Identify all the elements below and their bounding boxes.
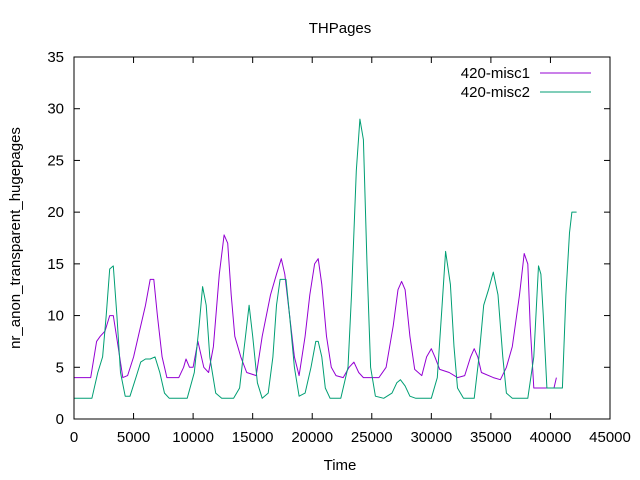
x-tick-label: 20000	[291, 429, 333, 446]
x-tick-label: 30000	[410, 429, 452, 446]
x-tick-label: 45000	[589, 429, 631, 446]
legend-label: 420-misc2	[461, 84, 530, 101]
series-line-1	[74, 234, 557, 389]
x-tick-label: 40000	[530, 429, 572, 446]
y-tick-label: 10	[47, 308, 64, 325]
y-axis-label: nr_anon_transparent_hugepages	[7, 127, 24, 349]
y-tick-label: 20	[47, 204, 64, 221]
x-tick-label: 0	[70, 429, 78, 446]
x-tick-label: 10000	[172, 429, 214, 446]
x-tick-label: 35000	[470, 429, 512, 446]
y-tick-label: 15	[47, 256, 64, 273]
x-tick-label: 25000	[351, 429, 393, 446]
x-tick-label: 15000	[232, 429, 274, 446]
legend: 420-misc1 420-misc2	[461, 65, 591, 101]
y-axis-ticks: 0 5 10 15 20 25 30 35	[47, 49, 610, 428]
chart-title: THPages	[309, 20, 372, 37]
y-tick-label: 0	[56, 411, 64, 428]
plot-frame	[73, 56, 611, 420]
y-tick-label: 30	[47, 101, 64, 118]
y-tick-label: 25	[47, 152, 64, 169]
series-line-2	[74, 118, 577, 399]
y-tick-label: 35	[47, 49, 64, 66]
x-axis-label: Time	[324, 457, 357, 474]
x-axis-ticks: 0 5000 10000 15000 20000 25000 30000 35000 40000…	[70, 57, 631, 446]
x-tick-label: 5000	[117, 429, 150, 446]
y-tick-label: 5	[56, 359, 64, 376]
plot-lines	[74, 118, 577, 399]
legend-label: 420-misc1	[461, 65, 530, 82]
